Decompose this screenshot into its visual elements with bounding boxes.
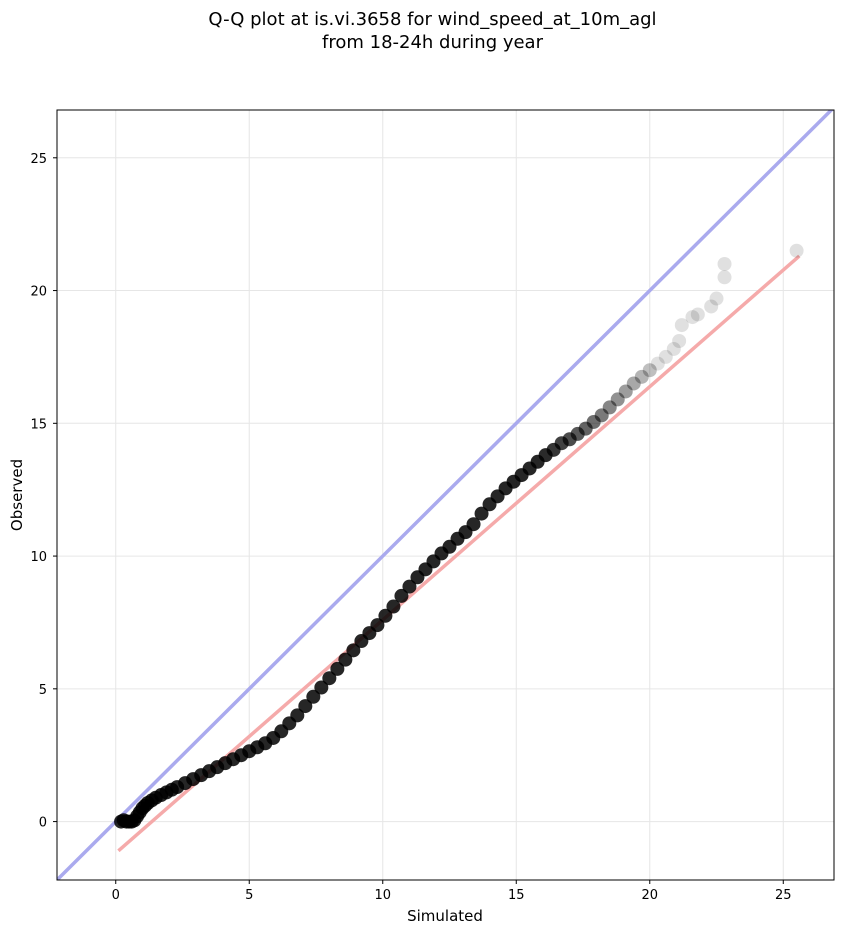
data-point	[634, 369, 649, 384]
fit-reference-line	[117, 254, 801, 853]
data-point	[672, 334, 687, 348]
x-tick-label: 5	[245, 888, 253, 903]
x-tick-label: 0	[112, 888, 120, 903]
data-point	[704, 299, 719, 314]
data-point	[330, 661, 345, 676]
axis-ticks: 0 5 10 15 20 25 0 5 10 15 20 25	[30, 152, 791, 903]
y-tick-label: 15	[30, 417, 47, 432]
data-point	[314, 680, 329, 695]
data-point	[594, 408, 609, 423]
chart-title-line-1: Q-Q plot at is.vi.3658 for wind_speed_at…	[208, 9, 657, 30]
data-point	[658, 349, 673, 364]
y-tick-label: 25	[30, 152, 47, 167]
data-point	[298, 699, 313, 714]
chart-title: Q-Q plot at is.vi.3658 for wind_speed_at…	[0, 8, 843, 54]
data-point	[626, 376, 641, 391]
data-points	[114, 243, 804, 829]
y-tick-label: 10	[30, 550, 47, 565]
reference-lines	[57, 110, 834, 880]
data-point	[306, 689, 321, 704]
data-point	[378, 608, 393, 623]
data-point	[370, 618, 385, 633]
x-axis-label: Simulated	[407, 907, 483, 925]
data-point	[602, 400, 617, 415]
data-point	[474, 506, 489, 521]
data-point	[789, 243, 804, 258]
data-point	[709, 291, 724, 306]
data-point	[346, 643, 361, 658]
data-point	[690, 307, 705, 322]
y-tick-label: 0	[39, 816, 47, 831]
data-point	[650, 356, 665, 371]
x-tick-label: 20	[641, 888, 658, 903]
data-point	[717, 257, 732, 271]
data-point	[394, 588, 409, 603]
data-point	[386, 599, 401, 614]
x-tick-label: 10	[374, 888, 391, 903]
y-tick-label: 5	[39, 683, 47, 698]
data-point	[290, 708, 305, 723]
data-point	[666, 341, 681, 356]
data-point	[610, 392, 625, 407]
data-point	[402, 579, 417, 594]
x-tick-label: 15	[508, 888, 525, 903]
identity-reference-line	[57, 110, 834, 880]
data-point	[338, 652, 353, 667]
chart-title-line-2: from 18-24h during year	[322, 32, 543, 53]
data-point	[466, 517, 481, 532]
data-point	[618, 384, 633, 399]
plot-frame	[56, 109, 835, 881]
y-axis-label: Observed	[8, 459, 26, 531]
data-point	[685, 310, 700, 325]
data-point	[642, 363, 657, 378]
data-point	[674, 318, 689, 333]
data-point	[717, 270, 732, 285]
x-tick-label: 25	[775, 888, 792, 903]
data-point	[322, 671, 337, 686]
y-tick-label: 20	[30, 285, 47, 300]
